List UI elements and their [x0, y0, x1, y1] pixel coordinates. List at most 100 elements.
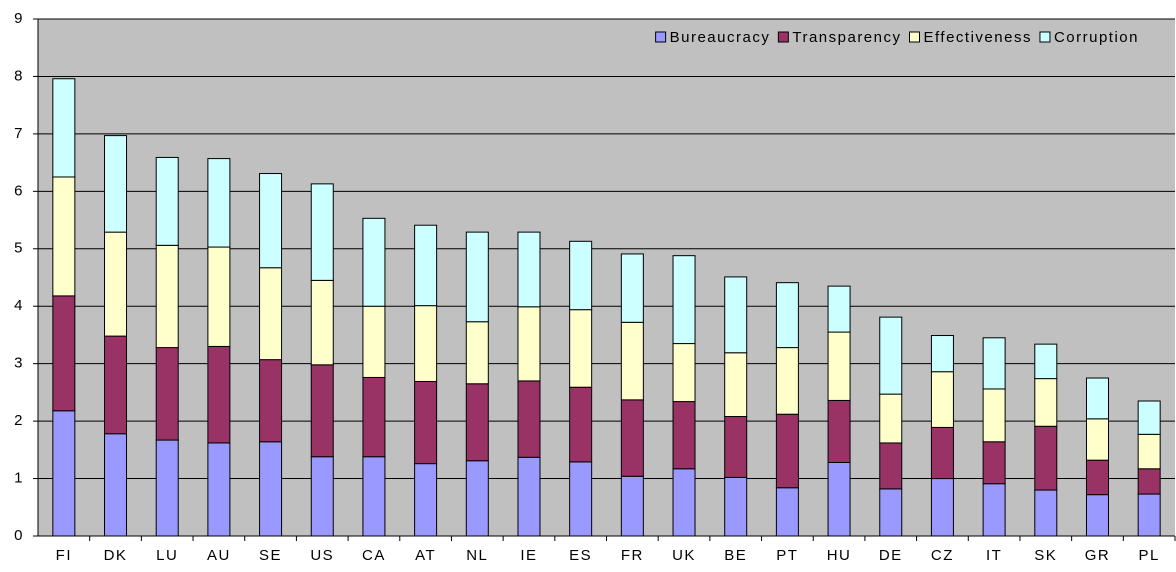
- x-tick-label: FR: [621, 547, 644, 564]
- legend-swatch: [1039, 31, 1051, 43]
- x-tick-label: NL: [466, 547, 488, 564]
- legend-label: Effectiveness: [924, 29, 1032, 46]
- bar-segment: [775, 413, 799, 489]
- bar-segment: [414, 305, 438, 382]
- bar-segment: [310, 279, 334, 366]
- x-tick-label: PL: [1138, 547, 1159, 564]
- bar-segment: [724, 276, 748, 354]
- bar-segment: [775, 487, 799, 537]
- x-tick-label: UK: [672, 547, 696, 564]
- bar-segment: [620, 399, 644, 477]
- bar-segment: [620, 253, 644, 323]
- x-tick-label: SK: [1034, 547, 1057, 564]
- x-tick-label: HU: [827, 547, 852, 564]
- bar-segment: [517, 231, 541, 308]
- x-tick-label: LU: [156, 547, 178, 564]
- bar-segment: [1137, 433, 1161, 470]
- bar-segment: [672, 255, 696, 345]
- bar-segment: [207, 345, 231, 444]
- bar-segment: [930, 426, 954, 480]
- bar-segment: [827, 461, 851, 537]
- bar-segment: [362, 217, 386, 307]
- bar-segment: [930, 478, 954, 537]
- bar-segment: [104, 135, 128, 233]
- bar-segment: [207, 442, 231, 537]
- bar-segment: [672, 468, 696, 537]
- x-tick-label: CA: [362, 547, 386, 564]
- bar-segment: [155, 347, 179, 441]
- bar-segment: [775, 282, 799, 349]
- y-tick-label: 4: [14, 297, 24, 314]
- bar-segment: [465, 321, 489, 385]
- bar-segment: [259, 441, 283, 537]
- bar-segment: [1034, 378, 1058, 427]
- legend-swatch: [909, 31, 920, 43]
- bar-segment: [982, 337, 1006, 390]
- x-tick-label: DK: [104, 547, 128, 564]
- bar-segment: [1137, 493, 1161, 537]
- bar-segment: [879, 488, 903, 537]
- bar-segment: [104, 231, 128, 337]
- legend-label: Transparency: [792, 29, 901, 46]
- bar-segment: [310, 364, 334, 458]
- bar-segment: [620, 321, 644, 401]
- bar-segment: [827, 399, 851, 463]
- bar-segment: [362, 305, 386, 378]
- bar-segment: [930, 335, 954, 373]
- bar-segment: [52, 410, 76, 537]
- bar-segment: [1085, 459, 1109, 496]
- bar-segment: [827, 331, 851, 401]
- bar-segment: [775, 347, 799, 415]
- bar-segment: [724, 476, 748, 537]
- x-tick-label: US: [310, 547, 334, 564]
- bar-segment: [1085, 377, 1109, 420]
- bar-segment: [517, 306, 541, 382]
- bar-segment: [207, 158, 231, 248]
- x-tick-label: AT: [415, 547, 436, 564]
- bar-segment: [982, 441, 1006, 485]
- bar-segment: [465, 231, 489, 323]
- bar-segment: [1034, 489, 1058, 537]
- y-tick-label: 1: [14, 470, 24, 487]
- bar-segment: [879, 316, 903, 395]
- bar-segment: [724, 352, 748, 418]
- bar-segment: [465, 460, 489, 537]
- x-tick-label: SE: [259, 547, 282, 564]
- bar-segment: [207, 246, 231, 347]
- y-tick-label: 0: [14, 527, 24, 544]
- legend-swatch: [655, 31, 667, 43]
- bar-segment: [310, 456, 334, 537]
- bar-segment: [52, 78, 76, 178]
- x-tick-label: CZ: [931, 547, 954, 564]
- bar-segment: [724, 416, 748, 478]
- x-tick-label: GR: [1085, 547, 1111, 564]
- bar-segment: [672, 401, 696, 470]
- x-tick-label: IT: [986, 547, 1002, 564]
- y-tick-label: 9: [14, 10, 24, 27]
- y-tick-label: 2: [14, 412, 24, 429]
- bar-segment: [362, 376, 386, 458]
- bar-segment: [1137, 400, 1161, 435]
- bar-segment: [569, 386, 593, 463]
- bar-segment: [259, 267, 283, 361]
- bar-segment: [362, 456, 386, 537]
- bar-segment: [259, 173, 283, 269]
- bar-segment: [569, 240, 593, 311]
- y-tick-label: 6: [14, 182, 24, 199]
- bar-segment: [52, 295, 76, 412]
- bar-segment: [517, 456, 541, 537]
- bar-segment: [1085, 418, 1109, 461]
- bar-segment: [879, 442, 903, 490]
- bar-segment: [1034, 425, 1058, 491]
- y-tick-label: 8: [14, 67, 24, 84]
- x-tick-label: PT: [776, 547, 798, 564]
- bar-segment: [879, 393, 903, 444]
- bar-segment: [104, 335, 128, 435]
- x-tick-label: IE: [520, 547, 537, 564]
- bar-segment: [569, 309, 593, 388]
- x-tick-label: AU: [207, 547, 231, 564]
- bar-segment: [569, 461, 593, 537]
- bar-segment: [672, 343, 696, 403]
- bar-segment: [1137, 468, 1161, 495]
